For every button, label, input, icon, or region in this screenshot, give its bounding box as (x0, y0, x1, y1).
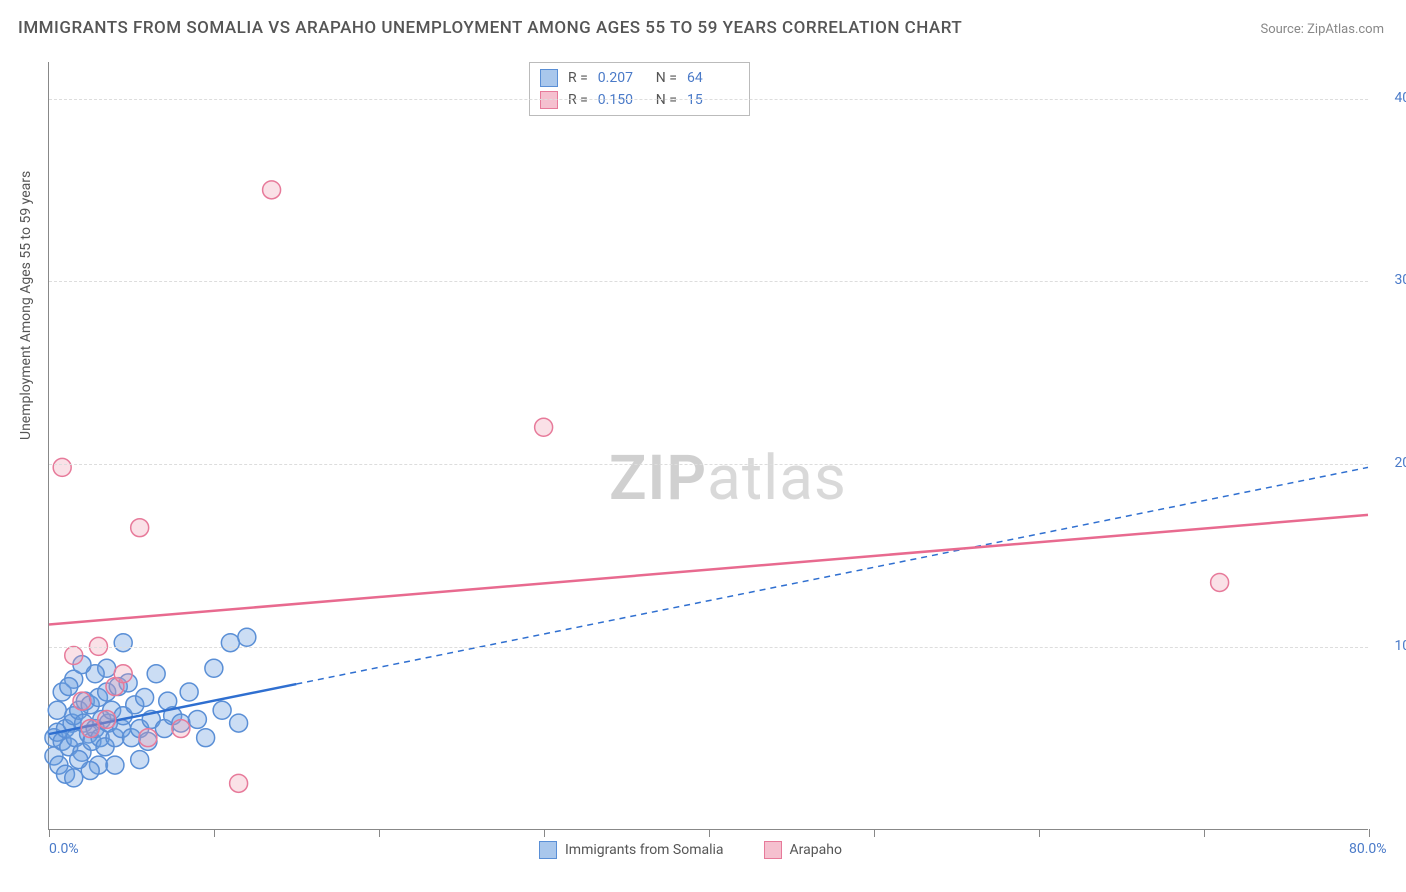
x-tick (1369, 829, 1370, 837)
y-tick-label: 30.0% (1394, 272, 1406, 288)
stat-r-value: 0.150 (598, 92, 646, 108)
scatter-point (230, 714, 248, 732)
gridline-h (49, 281, 1368, 282)
y-axis-label: Unemployment Among Ages 55 to 59 years (18, 171, 34, 440)
gridline-h (49, 647, 1368, 648)
legend-swatch (540, 69, 558, 87)
scatter-point (172, 720, 190, 738)
scatter-point (65, 647, 83, 665)
scatter-point (238, 628, 256, 646)
x-tick-label: 0.0% (49, 841, 79, 857)
scatter-point (114, 665, 132, 683)
scatter-point (221, 634, 239, 652)
scatter-point (114, 634, 132, 652)
legend-swatch (540, 91, 558, 109)
scatter-point (98, 710, 116, 728)
scatter-point (73, 692, 91, 710)
scatter-point (188, 710, 206, 728)
y-tick-label: 10.0% (1394, 638, 1406, 654)
stat-row: R = 0.207 N = 64 (540, 67, 735, 89)
y-tick-label: 40.0% (1394, 90, 1406, 106)
scatter-point (263, 181, 281, 199)
legend-swatch (539, 841, 557, 859)
gridline-h (49, 99, 1368, 100)
scatter-point (53, 458, 71, 476)
stat-r-label: R = (568, 92, 588, 108)
scatter-point (147, 665, 165, 683)
legend-item: Arapaho (764, 841, 842, 859)
stat-n-label: N = (656, 92, 677, 108)
x-tick (1039, 829, 1040, 837)
legend-label: Arapaho (790, 842, 842, 858)
scatter-point (131, 519, 149, 537)
stat-n-label: N = (656, 70, 677, 86)
x-tick (49, 829, 50, 837)
x-tick (709, 829, 710, 837)
legend-swatch (764, 841, 782, 859)
legend-bottom: Immigrants from Somalia Arapaho (539, 841, 842, 859)
x-tick (1204, 829, 1205, 837)
plot-area: ZIPatlas R =0.207N =64R =0.150N =15 Immi… (48, 62, 1368, 830)
source-label: Source: ZipAtlas.com (1260, 22, 1384, 37)
scatter-point (180, 683, 198, 701)
trend-line-dashed (296, 467, 1368, 684)
scatter-point (60, 678, 78, 696)
stat-r-value: 0.207 (598, 70, 646, 86)
legend-label: Immigrants from Somalia (565, 842, 724, 858)
y-tick-label: 20.0% (1394, 455, 1406, 471)
scatter-point (106, 756, 124, 774)
legend-item: Immigrants from Somalia (539, 841, 724, 859)
stat-n-value: 64 (687, 70, 735, 86)
trend-line-solid (49, 515, 1368, 625)
scatter-point (213, 701, 231, 719)
scatter-point (197, 729, 215, 747)
gridline-h (49, 464, 1368, 465)
scatter-point (131, 751, 149, 769)
scatter-point (65, 769, 83, 787)
x-tick-label: 80.0% (1349, 841, 1387, 857)
plot-svg (49, 62, 1368, 829)
x-tick (379, 829, 380, 837)
chart-title: IMMIGRANTS FROM SOMALIA VS ARAPAHO UNEMP… (18, 18, 962, 38)
scatter-point (48, 701, 66, 719)
scatter-point (136, 689, 154, 707)
scatter-point (205, 659, 223, 677)
scatter-point (70, 751, 88, 769)
scatter-point (1211, 573, 1229, 591)
stat-r-label: R = (568, 70, 588, 86)
scatter-point (230, 774, 248, 792)
scatter-point (139, 729, 157, 747)
x-tick (214, 829, 215, 837)
scatter-point (535, 418, 553, 436)
x-tick (874, 829, 875, 837)
stat-row: R = 0.150 N = 15 (540, 89, 735, 111)
x-tick (544, 829, 545, 837)
stat-n-value: 15 (687, 92, 735, 108)
scatter-point (81, 720, 99, 738)
stat-box: R = 0.207 N = 64 R = 0.150 N = 15 (529, 62, 750, 116)
